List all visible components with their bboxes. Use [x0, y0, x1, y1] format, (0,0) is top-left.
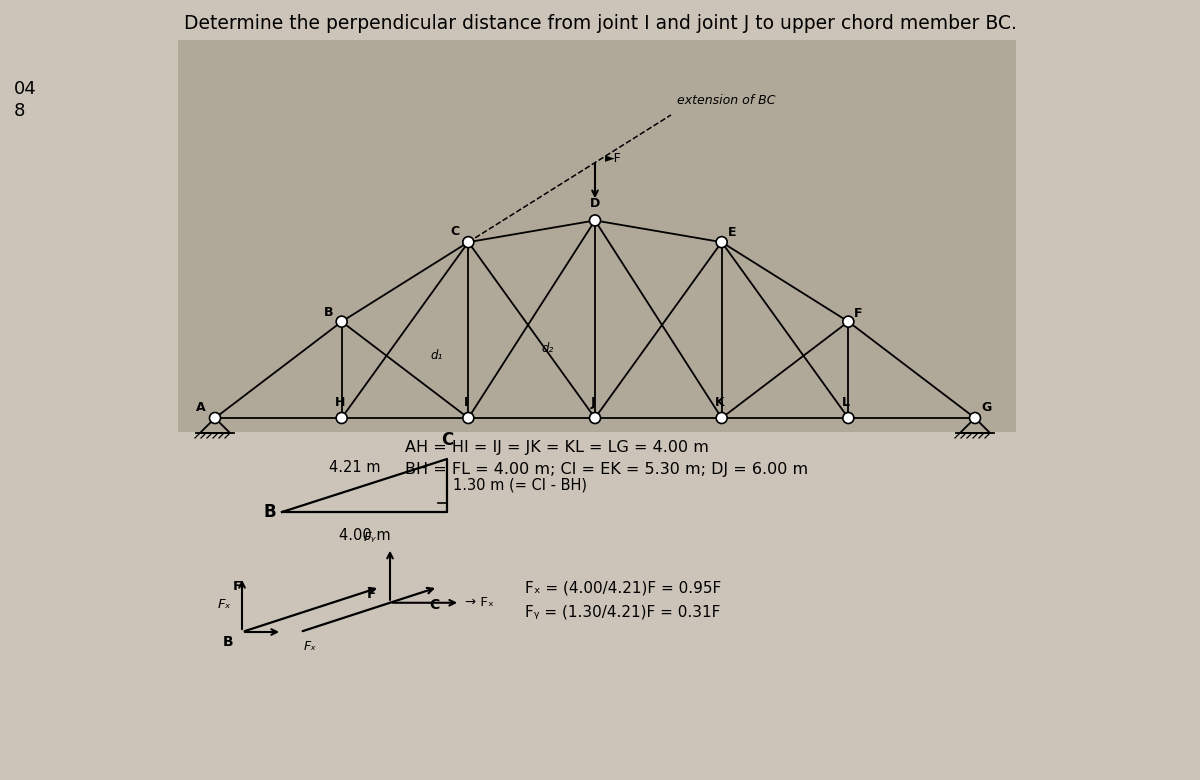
Text: 4.21 m: 4.21 m — [329, 460, 380, 476]
Text: Fₓ = (4.00/4.21)F = 0.95F: Fₓ = (4.00/4.21)F = 0.95F — [526, 580, 721, 595]
Text: D: D — [590, 197, 600, 211]
Circle shape — [589, 215, 600, 226]
Text: → Fₓ: → Fₓ — [466, 596, 493, 609]
Text: F: F — [233, 580, 241, 593]
Text: extension of BC: extension of BC — [677, 94, 775, 107]
Circle shape — [463, 413, 474, 424]
Text: ►F: ►F — [605, 152, 622, 165]
Circle shape — [842, 413, 854, 424]
Text: E: E — [727, 226, 736, 239]
Text: F: F — [854, 307, 863, 320]
Bar — [178, 40, 1016, 432]
Circle shape — [463, 236, 474, 247]
Circle shape — [589, 413, 600, 424]
Text: 8: 8 — [14, 102, 25, 120]
Text: K: K — [715, 396, 725, 409]
Text: B: B — [223, 635, 233, 649]
Text: Determine the perpendicular distance from joint I and joint J to upper chord mem: Determine the perpendicular distance fro… — [184, 14, 1016, 33]
Text: Fᵧ = (1.30/4.21)F = 0.31F: Fᵧ = (1.30/4.21)F = 0.31F — [526, 604, 720, 619]
Text: BH = FL = 4.00 m; CI = EK = 5.30 m; DJ = 6.00 m: BH = FL = 4.00 m; CI = EK = 5.30 m; DJ =… — [406, 462, 808, 477]
Text: d₂: d₂ — [541, 342, 553, 355]
Text: AH = HI = IJ = JK = KL = LG = 4.00 m: AH = HI = IJ = JK = KL = LG = 4.00 m — [406, 440, 709, 455]
Text: G: G — [980, 401, 991, 414]
Text: B: B — [324, 306, 334, 319]
Text: C: C — [428, 598, 439, 612]
Text: H: H — [335, 396, 344, 409]
Circle shape — [210, 413, 221, 424]
Text: 1.30 m (= CI - BH): 1.30 m (= CI - BH) — [454, 478, 587, 493]
Circle shape — [336, 316, 347, 327]
Circle shape — [842, 316, 854, 327]
Text: C: C — [440, 431, 454, 449]
Circle shape — [336, 413, 347, 424]
Text: J: J — [590, 396, 595, 409]
Text: F: F — [366, 587, 376, 601]
Text: Fᵧ: Fᵧ — [364, 530, 377, 544]
Circle shape — [716, 413, 727, 424]
Text: A: A — [196, 401, 206, 414]
Text: L: L — [842, 396, 851, 409]
Text: 04: 04 — [14, 80, 37, 98]
Text: C: C — [451, 225, 460, 238]
Text: Fₓ: Fₓ — [217, 597, 230, 611]
Circle shape — [716, 236, 727, 247]
Text: B: B — [264, 503, 276, 521]
Text: I: I — [464, 396, 468, 409]
Circle shape — [970, 413, 980, 424]
Text: 4.00 m: 4.00 m — [338, 528, 390, 543]
Text: d₁: d₁ — [431, 349, 443, 362]
Text: Fₓ: Fₓ — [304, 640, 317, 653]
